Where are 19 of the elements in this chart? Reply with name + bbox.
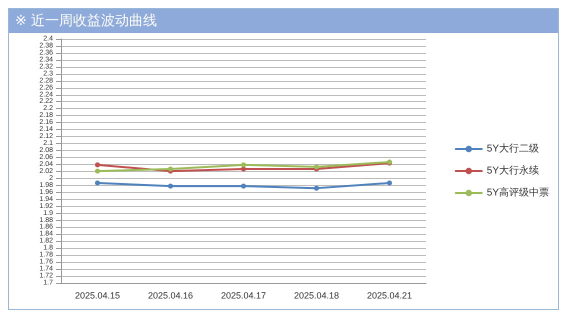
point: [314, 164, 319, 170]
x-tick-label: 2025.04.18: [294, 290, 340, 300]
x-tick-label: 2025.04.17: [220, 290, 266, 300]
legend-label: 5Y大行永续: [486, 164, 540, 176]
point: [241, 162, 246, 168]
legend-label: 5Y大行二级: [486, 142, 540, 154]
point: [241, 184, 246, 189]
point: [168, 184, 173, 189]
x-tick-label: 2025.04.15: [74, 290, 120, 300]
point: [95, 180, 100, 186]
point: [241, 166, 246, 172]
point: [387, 180, 392, 186]
point: [95, 168, 100, 174]
x-tick-label: 2025.04.21: [366, 290, 412, 300]
chart-title: ※ 近一周收益波动曲线: [9, 9, 558, 33]
legend-label: 5Y高评级中票: [486, 186, 550, 198]
point: [95, 162, 100, 168]
x-tick-label: 2025.04.16: [148, 290, 194, 300]
point: [314, 186, 319, 191]
